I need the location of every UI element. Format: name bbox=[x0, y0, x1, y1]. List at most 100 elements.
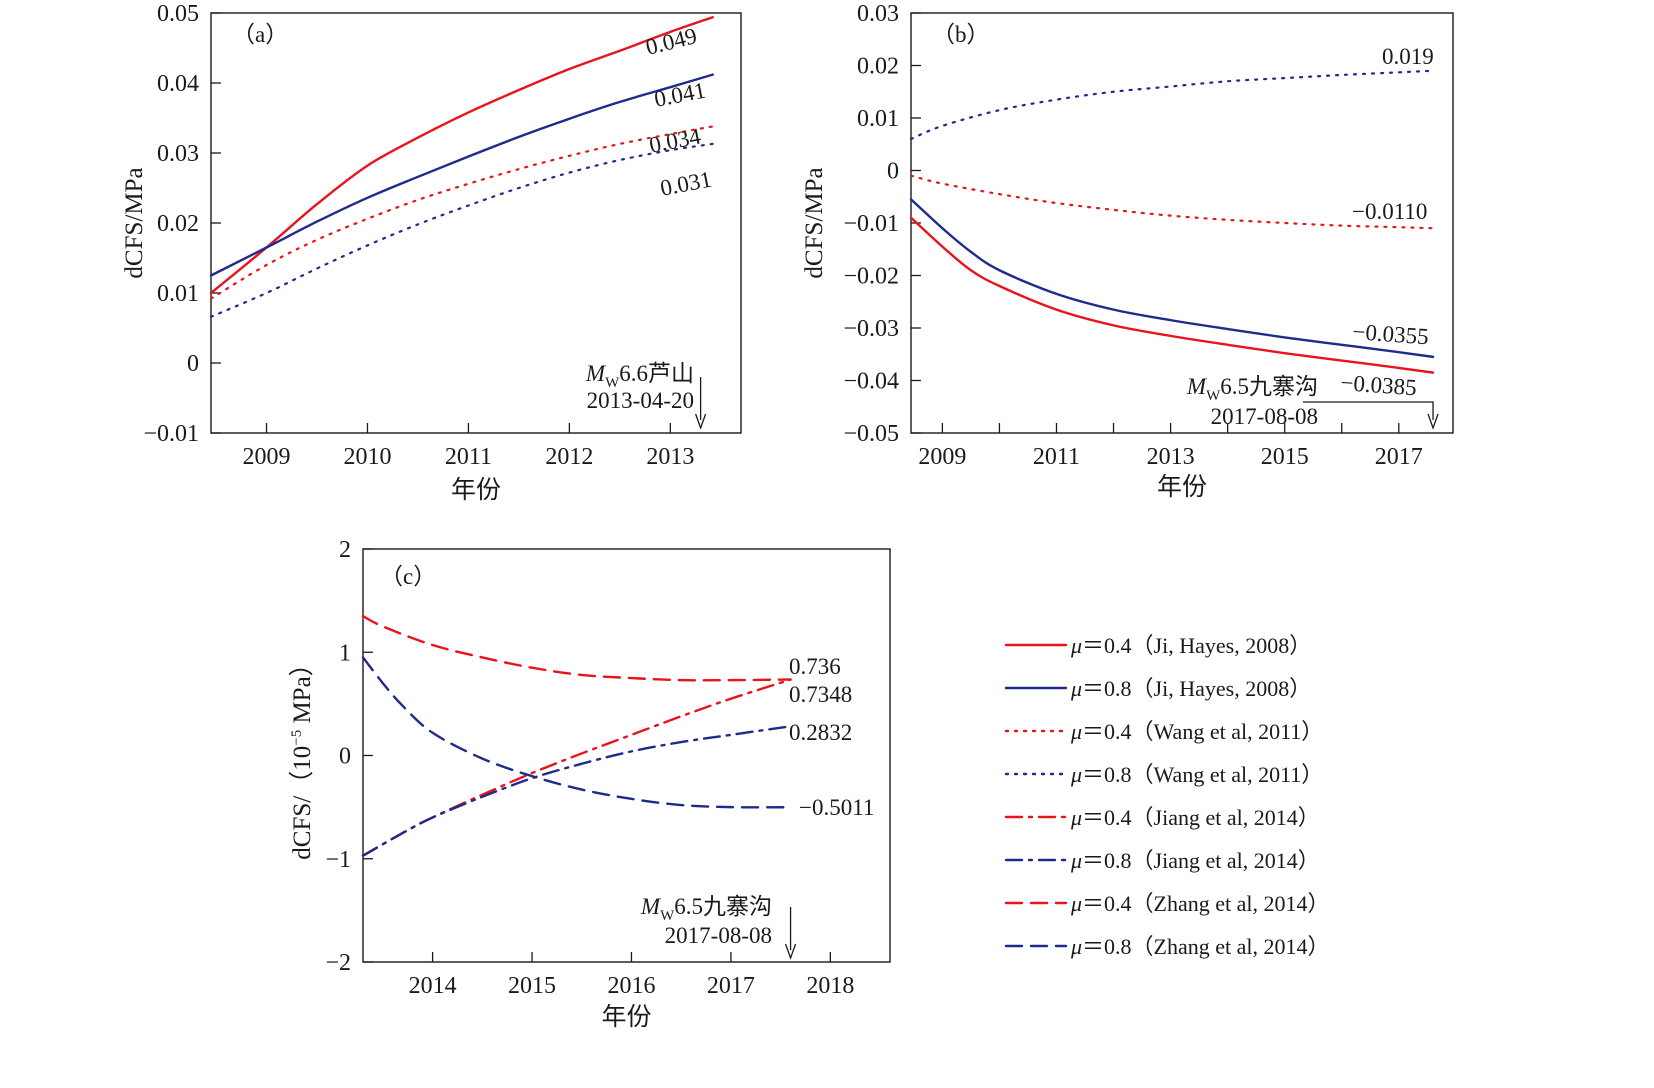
y-tick-label: −1 bbox=[325, 847, 351, 873]
x-axis-title: 年份 bbox=[451, 476, 501, 504]
legend-entry-zhang04: μ＝0.4（Zhang et al, 2014） bbox=[1070, 891, 1330, 916]
plot-frame bbox=[362, 548, 891, 963]
y-tick-label: 0 bbox=[187, 351, 199, 377]
panel-label: （b） bbox=[932, 22, 990, 47]
x-tick-label: 2016 bbox=[607, 973, 655, 999]
event-label: MW6.6芦山 bbox=[585, 361, 694, 391]
end-value-label-ji08: 0.041 bbox=[652, 77, 708, 111]
legend-entry-zhang08: μ＝0.8（Zhang et al, 2014） bbox=[1070, 934, 1330, 959]
y-axis-title: dCFS/（10−5 MPa） bbox=[288, 651, 316, 859]
end-value-label-wang04: −0.0110 bbox=[1352, 199, 1427, 224]
y-axis-title: dCFS/MPa bbox=[801, 167, 828, 278]
event-magnitude-sub: W bbox=[1206, 388, 1221, 404]
event-magnitude-sub: W bbox=[660, 908, 675, 924]
legend-label: ＝0.4（Ji, Hayes, 2008） bbox=[1082, 633, 1311, 658]
chart-panel-a: −0.01 0 0.01 0.02 0.03 0.04 0.05 2009 2010 2011 20… bbox=[121, 1, 742, 504]
y-tick-label: 2 bbox=[339, 537, 351, 563]
event-date: 2017-08-08 bbox=[1211, 404, 1318, 429]
y-tick-label: −2 bbox=[325, 950, 351, 976]
legend-entry-ji04: μ＝0.4（Ji, Hayes, 2008） bbox=[1070, 633, 1311, 658]
x-axis-title: 年份 bbox=[601, 1003, 651, 1031]
y-tick-label: 0 bbox=[887, 159, 899, 185]
series-line-jiang08 bbox=[361, 725, 792, 857]
y-tick-label: 0.03 bbox=[157, 141, 199, 167]
series-line-wang08 bbox=[209, 142, 714, 318]
x-tick-label: 2012 bbox=[545, 444, 593, 470]
series-line-ji04 bbox=[909, 216, 1435, 374]
y-axis-title-main: dCFS/（10 bbox=[288, 746, 316, 860]
end-value-label-zhang08: −0.5011 bbox=[799, 795, 874, 820]
event-date: 2017-08-08 bbox=[665, 923, 772, 948]
end-value-label-jiang04: 0.7348 bbox=[789, 682, 852, 707]
series-line-wang04 bbox=[209, 125, 714, 300]
legend-mu-symbol: μ bbox=[1070, 719, 1082, 744]
event-arrow-head bbox=[695, 413, 707, 430]
x-tick-label: 2015 bbox=[1261, 444, 1309, 470]
legend-mu-symbol: μ bbox=[1070, 762, 1082, 787]
legend-label: ＝0.8（Zhang et al, 2014） bbox=[1082, 934, 1329, 959]
series-line-wang08 bbox=[909, 69, 1435, 141]
legend-label: ＝0.8（Wang et al, 2011） bbox=[1082, 762, 1323, 787]
y-tick-label: 0.02 bbox=[157, 211, 199, 237]
legend-mu-symbol: μ bbox=[1070, 934, 1082, 959]
series-line-zhang08 bbox=[361, 656, 792, 809]
event-magnitude-sub: W bbox=[605, 375, 620, 391]
legend-mu-symbol: μ bbox=[1070, 891, 1082, 916]
event-magnitude-symbol: M bbox=[640, 894, 662, 919]
y-tick-label: 0.01 bbox=[857, 106, 899, 132]
event-arrow-line bbox=[1303, 401, 1434, 420]
series-line-wang04 bbox=[909, 174, 1435, 230]
event-magnitude-value: 6.5九寨沟 bbox=[1220, 374, 1318, 399]
legend-entry-wang08: μ＝0.8（Wang et al, 2011） bbox=[1070, 762, 1323, 787]
y-tick-label: 0.04 bbox=[157, 71, 199, 97]
x-tick-label: 2018 bbox=[806, 973, 854, 999]
end-value-label-ji04: 0.049 bbox=[643, 23, 699, 60]
x-tick-label: 2013 bbox=[646, 444, 694, 470]
y-tick-label: −0.05 bbox=[843, 421, 899, 447]
x-tick-label: 2015 bbox=[508, 973, 556, 999]
end-value-label-ji04: −0.0385 bbox=[1340, 370, 1418, 400]
event-magnitude-symbol: M bbox=[585, 361, 607, 386]
y-tick-label: 0 bbox=[339, 744, 351, 770]
y-tick-label: 0.01 bbox=[157, 281, 199, 307]
legend-entry-jiang08: μ＝0.8（Jiang et al, 2014） bbox=[1070, 848, 1320, 873]
legend-mu-symbol: μ bbox=[1070, 633, 1082, 658]
legend-entry-jiang04: μ＝0.4（Jiang et al, 2014） bbox=[1070, 805, 1320, 830]
end-value-label-zhang04: 0.736 bbox=[789, 654, 841, 679]
y-tick-label: −0.03 bbox=[843, 316, 899, 342]
x-tick-label: 2017 bbox=[1375, 444, 1423, 470]
x-tick-label: 2014 bbox=[409, 973, 457, 999]
legend-entry-wang04: μ＝0.4（Wang et al, 2011） bbox=[1070, 719, 1323, 744]
panel-label: （a） bbox=[232, 22, 288, 47]
chart-panel-b: −0.05 −0.04 −0.03 −0.02 −0.01 0 0.01 0.02 0.03 20… bbox=[801, 1, 1454, 501]
series-line-ji08 bbox=[209, 73, 714, 277]
legend-label: ＝0.4（Wang et al, 2011） bbox=[1082, 719, 1323, 744]
legend-mu-symbol: μ bbox=[1070, 676, 1082, 701]
x-tick-label: 2011 bbox=[445, 444, 492, 470]
event-magnitude-value: 6.6芦山 bbox=[619, 361, 694, 386]
y-tick-label: 0.02 bbox=[857, 54, 899, 80]
y-tick-label: −0.01 bbox=[143, 421, 199, 447]
x-tick-label: 2017 bbox=[707, 973, 755, 999]
end-value-label-wang08: 0.019 bbox=[1382, 44, 1434, 69]
end-value-label-wang04: 0.034 bbox=[647, 123, 703, 158]
event-magnitude-symbol: M bbox=[1186, 374, 1208, 399]
end-value-label-wang08: 0.031 bbox=[658, 166, 714, 200]
series-line-ji08 bbox=[909, 198, 1435, 359]
x-tick-label: 2009 bbox=[918, 444, 966, 470]
panel-label: （c） bbox=[380, 564, 436, 589]
end-value-label-jiang08: 0.2832 bbox=[789, 720, 852, 745]
y-axis-title: dCFS/MPa bbox=[121, 167, 148, 278]
y-tick-label: −0.02 bbox=[843, 264, 899, 290]
legend-label: ＝0.8（Jiang et al, 2014） bbox=[1082, 848, 1320, 873]
legend-mu-symbol: μ bbox=[1070, 805, 1082, 830]
event-label: MW6.5九寨沟 bbox=[1186, 374, 1318, 404]
x-tick-label: 2009 bbox=[243, 444, 291, 470]
event-arrow-head bbox=[1427, 413, 1439, 430]
end-value-label-ji08: −0.0355 bbox=[1352, 319, 1430, 349]
y-axis-title-unit: MPa） bbox=[288, 651, 316, 729]
x-tick-label: 2011 bbox=[1033, 444, 1080, 470]
event-magnitude-value: 6.5九寨沟 bbox=[674, 894, 772, 919]
x-tick-label: 2010 bbox=[343, 444, 391, 470]
